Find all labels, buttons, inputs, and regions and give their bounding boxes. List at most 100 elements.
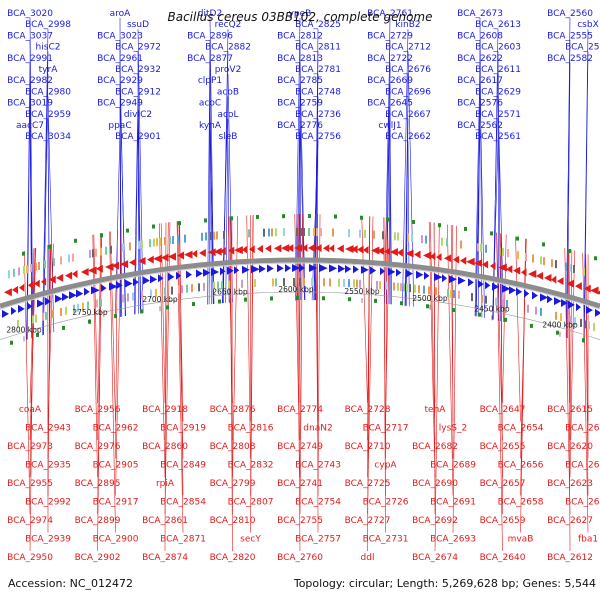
gene-label: BCA_2662 bbox=[385, 132, 431, 142]
gene-label: aacC7 bbox=[16, 121, 44, 131]
feature-block bbox=[169, 236, 171, 244]
feature-block bbox=[32, 315, 34, 323]
reverse-gene bbox=[257, 245, 263, 253]
marker-tick bbox=[270, 296, 273, 300]
forward-gene bbox=[361, 266, 369, 274]
forward-gene bbox=[396, 269, 401, 277]
forward-gene bbox=[211, 268, 219, 276]
gene-label: BCA_2992 bbox=[25, 498, 71, 508]
feature-block bbox=[172, 236, 174, 244]
gene-label: mvaB bbox=[508, 535, 534, 545]
forward-gene bbox=[196, 269, 203, 277]
leader-line bbox=[233, 216, 238, 477]
gene-label: BCA_2608 bbox=[457, 31, 503, 41]
feature-block bbox=[348, 279, 350, 287]
marker-tick bbox=[88, 320, 91, 324]
gene-label: BCA_2611 bbox=[475, 65, 521, 75]
forward-gene bbox=[345, 265, 351, 273]
gene-label: BCA_2659 bbox=[480, 516, 526, 526]
feature-block bbox=[583, 268, 585, 276]
reverse-gene bbox=[363, 246, 369, 254]
feature-block bbox=[540, 308, 542, 316]
feature-block bbox=[60, 256, 62, 264]
feature-block bbox=[100, 248, 102, 256]
feature-block bbox=[153, 239, 155, 247]
feature-block bbox=[418, 285, 420, 293]
feature-block bbox=[525, 253, 527, 261]
gene-label: BCA_2629 bbox=[475, 87, 521, 97]
forward-gene bbox=[101, 284, 106, 292]
reverse-gene bbox=[460, 257, 466, 265]
gene-label: BCA_2861 bbox=[142, 516, 188, 526]
gene-label: hisC2 bbox=[36, 43, 61, 53]
gene-label: BCA_2980 bbox=[25, 87, 71, 97]
gene-label: BCA_2561 bbox=[475, 132, 521, 142]
leader-line bbox=[493, 141, 498, 319]
feature-block bbox=[18, 267, 20, 275]
feature-block bbox=[178, 286, 180, 294]
gene-label: BCA_2576 bbox=[457, 99, 503, 109]
gene-label: BCA_2621 bbox=[565, 461, 600, 471]
forward-gene bbox=[338, 265, 345, 273]
forward-gene bbox=[319, 264, 328, 272]
gene-label: BCA_2860 bbox=[142, 442, 188, 452]
marker-tick bbox=[582, 338, 585, 342]
forward-gene bbox=[540, 293, 548, 301]
gene-label: BCA_2696 bbox=[385, 87, 431, 97]
feature-block bbox=[446, 238, 448, 246]
gene-label: BCA_2896 bbox=[187, 31, 233, 41]
reverse-gene bbox=[265, 245, 271, 253]
forward-gene bbox=[586, 306, 593, 314]
marker-tick bbox=[244, 298, 247, 302]
reverse-gene bbox=[329, 244, 334, 252]
feature-block bbox=[203, 283, 205, 291]
gene-label: BCA_2899 bbox=[75, 516, 121, 526]
feature-block bbox=[100, 299, 102, 307]
feature-block bbox=[480, 244, 482, 252]
gene-label: BCA_3034 bbox=[25, 132, 71, 142]
leader-line bbox=[516, 236, 521, 421]
gene-label: BCA_2816 bbox=[228, 424, 274, 434]
feature-block bbox=[184, 235, 186, 243]
gene-label: BCA_2935 bbox=[25, 461, 71, 471]
gene-label: BCA_2676 bbox=[385, 65, 431, 75]
reverse-gene bbox=[474, 259, 482, 267]
feature-block bbox=[580, 319, 582, 327]
reverse-gene bbox=[551, 276, 556, 284]
reverse-gene bbox=[81, 268, 89, 276]
marker-tick bbox=[296, 296, 299, 300]
feature-block bbox=[543, 257, 545, 265]
gene-label: BCA_2808 bbox=[210, 442, 256, 452]
feature-block bbox=[477, 243, 479, 251]
marker-tick bbox=[438, 223, 441, 227]
feature-block bbox=[397, 283, 399, 291]
gene-label: BCA_2895 bbox=[75, 479, 121, 489]
gene-label: BCA_2918 bbox=[142, 405, 188, 415]
reverse-gene bbox=[302, 244, 307, 252]
gene-label: BCA_2729 bbox=[367, 31, 413, 41]
leader-line bbox=[408, 141, 409, 306]
feature-block bbox=[53, 258, 55, 266]
scale-tick-label: 2750 kbp bbox=[72, 308, 108, 317]
gene-label: BCA_2974 bbox=[7, 516, 53, 526]
feature-block bbox=[210, 232, 212, 240]
forward-gene bbox=[509, 286, 516, 294]
feature-block bbox=[127, 293, 129, 301]
gene-label: BCA_2623 bbox=[547, 479, 593, 489]
reverse-gene bbox=[544, 274, 551, 282]
feature-block bbox=[38, 262, 40, 270]
feature-block bbox=[569, 264, 571, 272]
leader-line bbox=[362, 216, 368, 403]
gene-label: BCA_2667 bbox=[385, 110, 431, 120]
forward-gene bbox=[2, 310, 9, 318]
forward-gene bbox=[251, 265, 260, 273]
feature-block bbox=[450, 290, 452, 298]
forward-gene bbox=[547, 295, 553, 303]
reverse-gene bbox=[88, 266, 97, 274]
feature-block bbox=[60, 308, 62, 316]
marker-tick bbox=[348, 297, 351, 301]
gene-label: BCA_2760 bbox=[277, 553, 323, 563]
scale-tick-label: 2500 kbp bbox=[412, 294, 448, 303]
feature-block bbox=[397, 233, 399, 241]
gene-label: BCA_2876 bbox=[210, 405, 256, 415]
